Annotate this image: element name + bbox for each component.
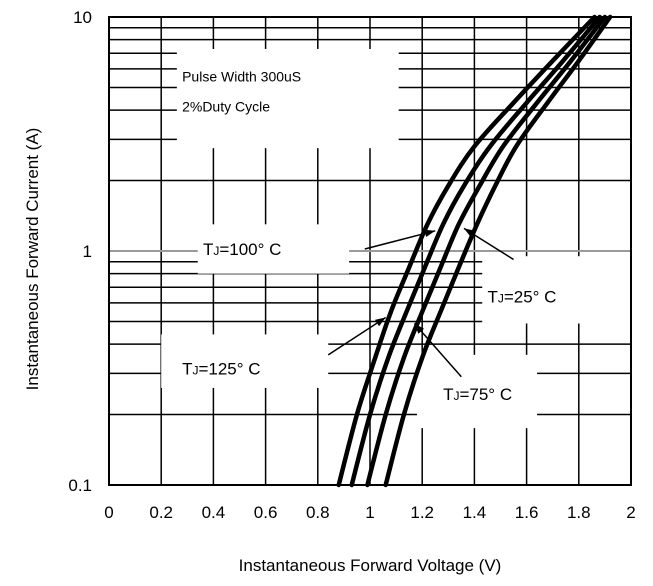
x-tick-label: 0.4 — [202, 503, 226, 522]
series-label-subscript: J — [192, 363, 198, 377]
callout-arrows — [327, 227, 514, 378]
x-tick-label: 1 — [365, 503, 374, 522]
series-label-subscript: J — [453, 389, 459, 403]
series-label-t: T — [182, 359, 192, 378]
y-tick-label: 1 — [83, 242, 92, 261]
callout-line — [413, 322, 462, 378]
plot-frame — [108, 16, 632, 486]
callout-line — [327, 316, 387, 356]
series-label: TJ=125° C — [182, 359, 260, 378]
y-axis-title: Instantaneous Forward Current (A) — [23, 128, 42, 391]
series-labels: TJ=125° CTJ=100° CTJ=25° CTJ=75° C — [182, 240, 556, 404]
arrowhead — [414, 323, 425, 334]
series-label-value: =25° C — [504, 287, 557, 306]
series-label: TJ=75° C — [443, 385, 512, 404]
label-background — [482, 256, 631, 324]
annotation-duty-cycle: 2%Duty Cycle — [182, 98, 270, 114]
label-backgrounds — [161, 48, 631, 429]
curves — [336, 14, 613, 488]
series-label: TJ=25° C — [487, 287, 556, 306]
arrowhead — [374, 317, 386, 327]
label-background — [161, 334, 329, 388]
series-label-t: T — [443, 385, 453, 404]
series-line — [365, 14, 608, 488]
callout-line — [364, 230, 436, 250]
x-tick-label: 0.2 — [149, 503, 173, 522]
series-label: TJ=100° C — [203, 240, 281, 259]
series-label-t: T — [203, 240, 213, 259]
x-tick-label: 1.2 — [410, 503, 434, 522]
label-background — [416, 354, 538, 429]
series-line — [336, 14, 597, 488]
x-tick-label: 0.6 — [254, 503, 278, 522]
arrowhead — [463, 228, 475, 238]
x-tick-label: 0.8 — [306, 503, 330, 522]
series-line — [383, 14, 613, 488]
x-tick-label: 2 — [626, 503, 635, 522]
annotation-background — [176, 48, 399, 149]
x-tick-label: 0 — [104, 503, 113, 522]
series-label-t: T — [487, 287, 497, 306]
y-tick-label: 10 — [73, 8, 92, 27]
x-tick-label: 1.4 — [463, 503, 487, 522]
series-label-subscript: J — [498, 291, 504, 305]
x-tick-label: 1.8 — [567, 503, 591, 522]
annotation-pulse-width: Pulse Width 300uS — [182, 69, 301, 85]
series-label-value: =75° C — [459, 385, 512, 404]
x-tick-label: 1.6 — [515, 503, 539, 522]
series-line — [349, 14, 602, 488]
x-axis-title: Instantaneous Forward Voltage (V) — [239, 556, 502, 575]
y-tick-label: 0.1 — [68, 476, 92, 495]
series-label-value: =100° C — [219, 240, 281, 259]
label-background — [197, 224, 350, 274]
arrowhead — [424, 229, 436, 238]
series-label-subscript: J — [213, 244, 219, 258]
series-label-value: =125° C — [198, 359, 260, 378]
tick-labels: 0 0.2 0.4 0.6 0.8 1 1.2 1.4 1.6 1.8 2 0.1 1 10 — [68, 8, 635, 522]
